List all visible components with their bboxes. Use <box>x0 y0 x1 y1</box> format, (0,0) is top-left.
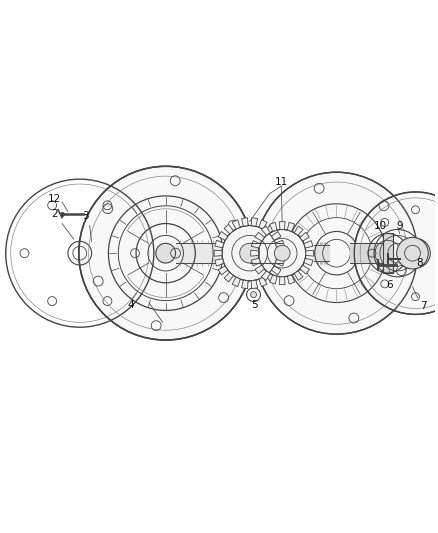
Polygon shape <box>224 224 233 234</box>
Polygon shape <box>266 224 275 234</box>
Polygon shape <box>251 217 258 226</box>
Polygon shape <box>251 259 261 266</box>
Bar <box>383 233 393 273</box>
Text: 2: 2 <box>51 209 57 219</box>
Circle shape <box>408 245 424 261</box>
Circle shape <box>258 230 306 277</box>
Polygon shape <box>241 280 248 289</box>
Text: 10: 10 <box>373 221 386 231</box>
Polygon shape <box>214 250 222 256</box>
Circle shape <box>274 245 290 261</box>
Polygon shape <box>287 222 295 231</box>
Polygon shape <box>215 259 224 266</box>
Circle shape <box>354 192 438 314</box>
Polygon shape <box>279 277 285 285</box>
Polygon shape <box>232 220 240 229</box>
Polygon shape <box>304 259 313 266</box>
Text: 11: 11 <box>275 177 288 187</box>
Polygon shape <box>270 275 277 284</box>
Text: 9: 9 <box>396 221 403 231</box>
Polygon shape <box>279 222 285 230</box>
Polygon shape <box>261 271 270 280</box>
Polygon shape <box>300 265 309 274</box>
Polygon shape <box>266 272 275 282</box>
Polygon shape <box>300 232 309 241</box>
Circle shape <box>240 243 259 263</box>
Text: 5: 5 <box>251 300 258 310</box>
Circle shape <box>156 243 176 263</box>
Polygon shape <box>276 259 284 266</box>
Circle shape <box>255 172 417 334</box>
Circle shape <box>79 166 253 340</box>
Text: 3: 3 <box>82 211 89 221</box>
Polygon shape <box>241 217 248 226</box>
Polygon shape <box>294 226 303 236</box>
Polygon shape <box>232 277 240 287</box>
Polygon shape <box>259 277 267 287</box>
Polygon shape <box>306 250 314 256</box>
Polygon shape <box>272 266 281 275</box>
Text: 12: 12 <box>47 194 61 204</box>
Polygon shape <box>224 272 233 282</box>
Polygon shape <box>215 240 224 248</box>
Text: 8: 8 <box>416 258 423 268</box>
Polygon shape <box>287 275 295 284</box>
Polygon shape <box>251 280 258 289</box>
Polygon shape <box>218 231 228 240</box>
Polygon shape <box>304 240 313 248</box>
Text: 4: 4 <box>128 300 134 310</box>
Polygon shape <box>255 265 265 274</box>
Polygon shape <box>277 250 285 256</box>
Circle shape <box>251 292 257 297</box>
Polygon shape <box>270 222 277 231</box>
Polygon shape <box>294 271 303 280</box>
Polygon shape <box>261 226 270 236</box>
Circle shape <box>397 237 428 269</box>
Polygon shape <box>259 220 267 229</box>
Polygon shape <box>218 266 228 275</box>
Text: 7: 7 <box>420 302 427 311</box>
Polygon shape <box>255 232 265 241</box>
Polygon shape <box>272 231 281 240</box>
Text: 6: 6 <box>386 280 393 290</box>
Polygon shape <box>251 240 261 248</box>
Polygon shape <box>276 240 284 248</box>
Circle shape <box>222 225 277 281</box>
Polygon shape <box>251 250 258 256</box>
